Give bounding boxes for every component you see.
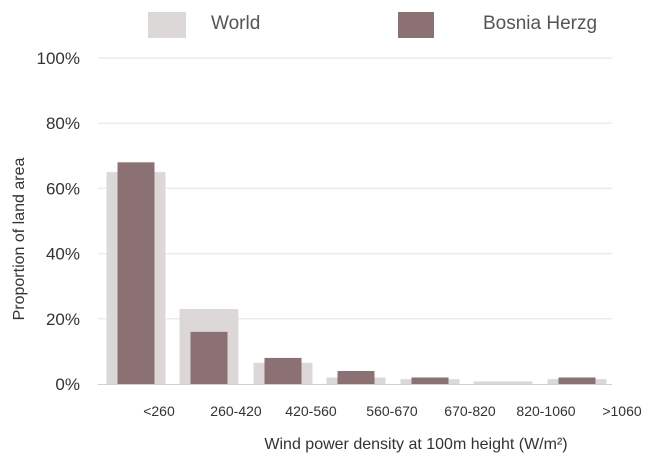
x-tick-label: 560-670	[366, 403, 418, 419]
legend-swatch-world	[148, 12, 186, 38]
x-tick-label: <260	[143, 403, 175, 419]
series-world	[106, 172, 607, 384]
y-tick-label: 0%	[55, 375, 80, 394]
bar-bosnia-herzg	[264, 357, 302, 384]
y-axis-title: Proportion of land area	[11, 158, 28, 321]
y-axis-ticks: 0% 20% 40% 60% 80% 100%	[37, 49, 80, 394]
x-axis-title: Wind power density at 100m height (W/m²)	[264, 436, 567, 453]
y-tick-label: 80%	[46, 114, 80, 133]
legend-swatch-bosnia-herzg	[398, 12, 434, 38]
legend-label-world: World	[211, 13, 260, 34]
x-tick-label: 260-420	[210, 403, 262, 419]
bar-bosnia-herzg	[558, 377, 596, 384]
bar-world	[473, 381, 533, 384]
x-tick-label: 670-820	[444, 403, 496, 419]
y-tick-label: 60%	[46, 179, 80, 198]
y-tick-label: 100%	[37, 49, 80, 68]
bar-bosnia-herzg	[411, 377, 449, 384]
bar-bosnia-herzg	[337, 370, 375, 384]
legend: World Bosnia Herzg	[148, 12, 597, 38]
x-tick-label: >1060	[602, 403, 642, 419]
x-tick-label: 420-560	[285, 403, 337, 419]
x-axis-ticks: <260 260-420 420-560 560-670 670-820 820-1060…	[143, 403, 642, 419]
gridlines	[98, 57, 612, 320]
bar-bosnia-herzg	[117, 162, 155, 384]
bar-bosnia-herzg	[190, 331, 228, 384]
x-tick-label: 820-1060	[516, 403, 575, 419]
y-tick-label: 40%	[46, 245, 80, 264]
legend-label-bosnia-herzg: Bosnia Herzg	[483, 13, 597, 34]
y-tick-label: 20%	[46, 310, 80, 329]
series-bosnia-herzg	[117, 162, 596, 384]
